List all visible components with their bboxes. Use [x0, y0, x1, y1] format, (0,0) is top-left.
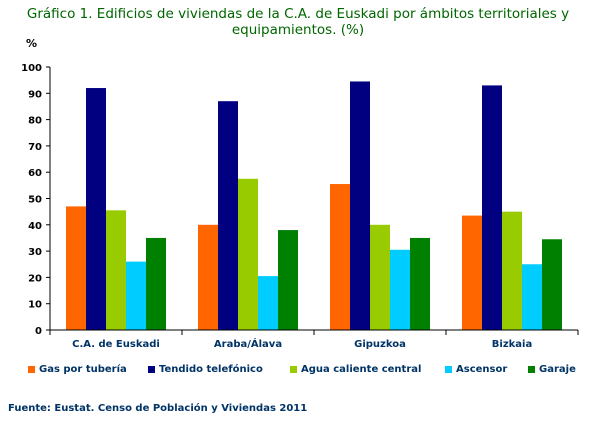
x-category-label: Gipuzkoa — [354, 339, 406, 350]
legend-swatch — [28, 366, 35, 373]
x-category-label: Araba/Álava — [214, 337, 282, 350]
legend-swatch — [148, 366, 155, 373]
y-tick-label: 50 — [28, 195, 42, 206]
bar — [66, 206, 86, 330]
chart-title: Gráfico 1. Edificios de viviendas de la … — [0, 6, 596, 38]
bar — [238, 178, 258, 330]
y-tick-label: 90 — [28, 89, 42, 100]
y-tick-label: 100 — [21, 63, 42, 74]
bar — [86, 88, 106, 330]
y-tick-label: 40 — [28, 221, 42, 232]
legend-item: Gas por tubería — [28, 364, 127, 375]
bar — [390, 249, 410, 330]
x-category-label: Bizkaia — [492, 339, 532, 350]
bar — [106, 210, 126, 330]
x-category-label: C.A. de Euskadi — [72, 339, 160, 350]
bar — [198, 224, 218, 330]
bar — [218, 101, 238, 330]
y-tick-label: 80 — [28, 116, 42, 127]
bar — [482, 85, 502, 330]
bar-chart: 0 10 20 30 40 50 60 70 80 90 100 C.A. de Euskadi Ara… — [21, 63, 579, 350]
y-tick-label: 60 — [28, 168, 42, 179]
legend-item: Agua caliente central — [290, 364, 421, 375]
legend-label: Ascensor — [456, 364, 508, 375]
bar — [542, 239, 562, 330]
legend-item: Ascensor — [445, 364, 507, 375]
legend-label: Gas por tubería — [39, 364, 127, 375]
legend-swatch — [528, 366, 535, 373]
bar — [126, 261, 146, 330]
bar — [410, 237, 430, 330]
y-tick-label: 20 — [28, 273, 42, 284]
bar — [330, 184, 350, 330]
legend-swatch — [290, 366, 297, 373]
y-tick-label: 0 — [35, 326, 42, 337]
legend-swatch — [445, 366, 452, 373]
chart-legend: Gas por tubería Tendido telefónico Agua ca… — [0, 364, 596, 380]
chart-title-line-1: Gráfico 1. Edificios de viviendas de la … — [26, 6, 570, 22]
bar — [502, 211, 522, 330]
legend-item: Tendido telefónico — [148, 364, 263, 375]
legend-item: Garaje — [528, 364, 576, 375]
bar — [462, 215, 482, 330]
bar — [350, 81, 370, 330]
bar — [522, 264, 542, 330]
legend-label: Garaje — [539, 364, 576, 375]
bar — [278, 230, 298, 330]
bar — [146, 237, 166, 330]
legend-label: Tendido telefónico — [159, 364, 263, 375]
y-tick-label: 10 — [28, 300, 42, 311]
y-tick-label: 70 — [28, 142, 42, 153]
bar — [370, 224, 390, 330]
chart-title-line-2: equipamientos. (%) — [231, 22, 365, 38]
source-note: Fuente: Eustat. Censo de Población y Viv… — [8, 403, 308, 414]
legend-label: Agua caliente central — [301, 364, 422, 375]
y-tick-label: 30 — [28, 247, 42, 258]
y-axis-unit: % — [26, 37, 38, 50]
bar — [258, 276, 278, 330]
